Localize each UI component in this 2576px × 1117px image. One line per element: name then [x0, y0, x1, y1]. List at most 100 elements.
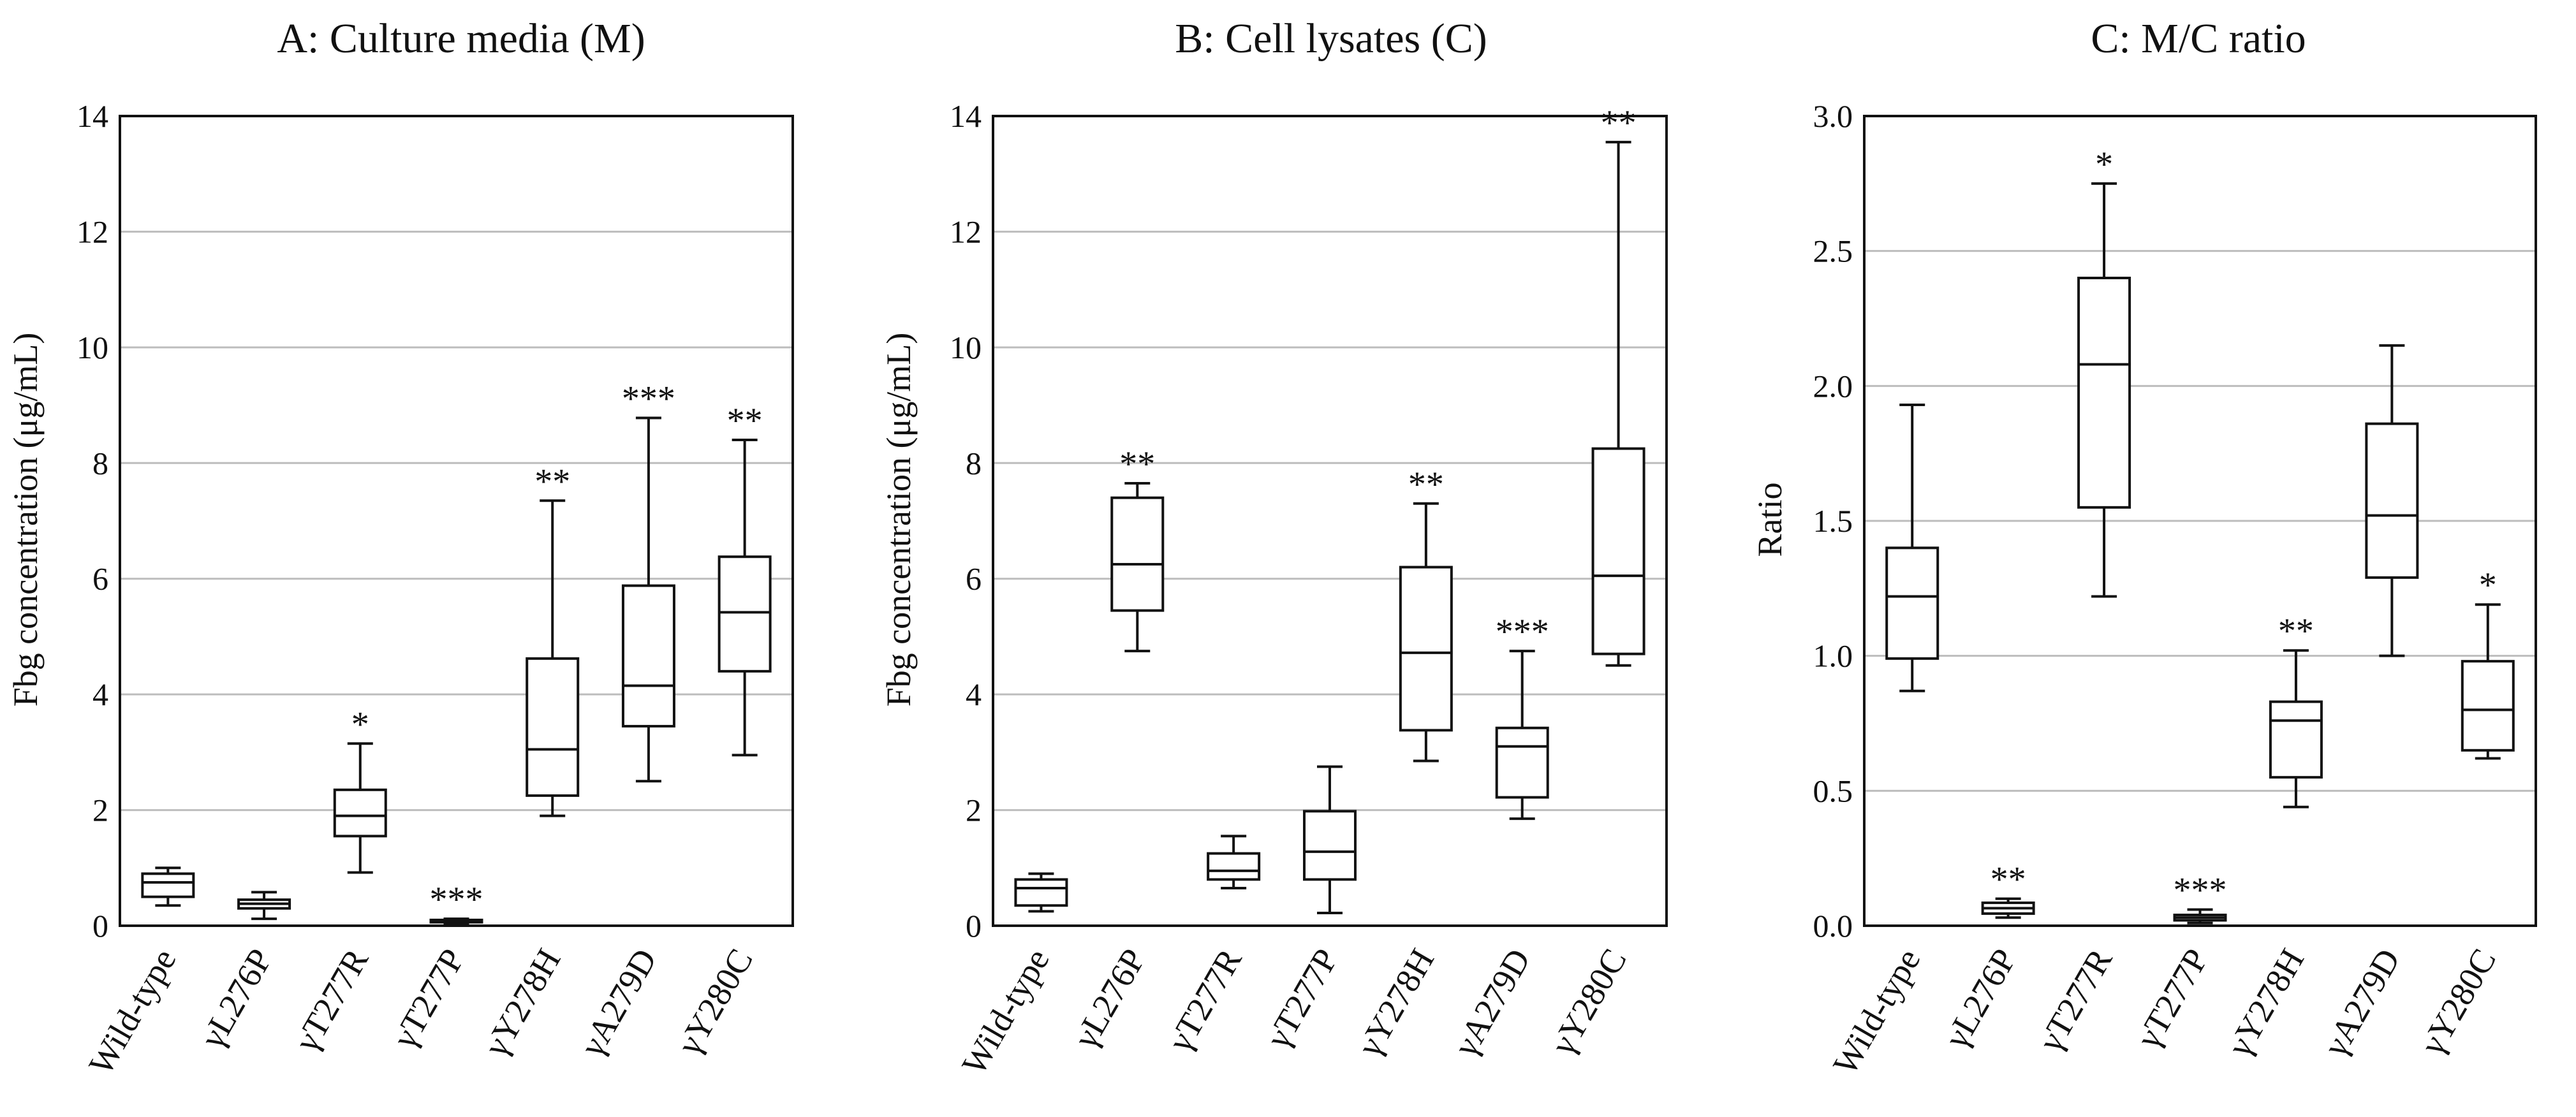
box-4: *** — [429, 880, 483, 925]
y-tick-label: 1.0 — [1813, 638, 1853, 674]
category-label: γA279D — [2316, 942, 2408, 1063]
box-4: *** — [2173, 871, 2227, 924]
category-label: γL276P — [1937, 942, 2024, 1055]
category-label: γT277P — [2128, 942, 2215, 1055]
y-tick-label: 1.5 — [1813, 503, 1853, 539]
y-tick-label: 6 — [92, 561, 108, 597]
panel-c-plot: 0.0 0.5 1.0 1.5 2.0 2.5 3.0 Wild-type ** γL276P * γ… — [1813, 98, 2537, 1081]
y-tick-label: 2 — [92, 792, 108, 828]
plot-frame — [1863, 115, 2537, 927]
category-label: γT277P — [1258, 942, 1345, 1055]
y-tick-label: 0 — [966, 908, 982, 944]
category-label: γT277P — [385, 942, 471, 1055]
panel-c: C: M/C ratio Ratio — [1751, 15, 2306, 557]
box-iqr — [333, 788, 387, 838]
significance-label: ** — [1408, 465, 1444, 504]
category-label: Wild-type — [1825, 942, 1927, 1081]
box-iqr — [526, 657, 580, 797]
panel-b-plot: 0 2 4 6 8 10 12 14 Wild-type ** γL276P γT277R γT277P… — [950, 98, 1668, 1081]
box-7: ** — [1591, 103, 1645, 667]
box-6: *** — [1495, 612, 1549, 821]
box-6 — [2365, 344, 2419, 657]
category-label: Wild-type — [954, 942, 1056, 1081]
category-label: γT277R — [287, 942, 376, 1058]
significance-label: ** — [727, 401, 763, 441]
box-iqr — [1303, 810, 1357, 881]
box-iqr — [1110, 496, 1165, 612]
box-iqr — [2269, 700, 2323, 779]
significance-label: ** — [1991, 860, 2026, 900]
y-tick-label: 0.0 — [1813, 908, 1853, 944]
box-iqr — [621, 584, 675, 728]
significance-label: * — [351, 705, 369, 744]
category-label: γY278H — [1350, 942, 1441, 1063]
panel-a-plot: 0 2 4 6 8 10 12 14 Wild-type γL276P * γT277R *** γT27… — [77, 98, 794, 1081]
y-tick-label: 14 — [77, 98, 108, 134]
category-label: γY278H — [2219, 942, 2311, 1063]
box-iqr — [1495, 726, 1549, 799]
significance-label: *** — [1496, 612, 1549, 652]
y-tick-label: 4 — [92, 676, 108, 712]
category-label: γY280C — [1543, 942, 1634, 1062]
box-7: ** — [718, 401, 772, 757]
y-tick-label: 12 — [77, 214, 108, 249]
box-iqr — [141, 872, 195, 898]
category-label: γA279D — [572, 942, 664, 1063]
box-2: ** — [1110, 444, 1165, 653]
box-5: ** — [526, 462, 580, 817]
panel-a-ylabel: Fbg concentration (μg/mL) — [6, 333, 45, 707]
significance-label: * — [2479, 566, 2497, 605]
significance-label: *** — [622, 379, 675, 419]
box-iqr — [2077, 277, 2131, 509]
box-iqr — [2365, 422, 2419, 579]
category-label: γY280C — [2413, 942, 2503, 1062]
significance-label: ** — [2278, 611, 2314, 651]
category-label: γL276P — [193, 942, 279, 1055]
significance-label: *** — [2174, 871, 2227, 910]
box-iqr — [1399, 566, 1453, 732]
category-label: γL276P — [1066, 942, 1152, 1055]
panel-b-ylabel: Fbg concentration (μg/mL) — [880, 333, 918, 707]
panel-b: B: Cell lysates (C) Fbg concentration (μ… — [880, 15, 1487, 706]
y-tick-label: 10 — [950, 330, 982, 365]
y-tick-label: 2.5 — [1813, 233, 1853, 269]
category-label: γY280C — [670, 942, 760, 1062]
y-tick-label: 2.0 — [1813, 368, 1853, 404]
box-4 — [1303, 765, 1357, 915]
plot-frame — [992, 115, 1668, 927]
category-label: γT277R — [1160, 942, 1249, 1058]
y-tick-label: 4 — [966, 676, 982, 712]
panel-a-title: A: Culture media (M) — [277, 15, 645, 62]
category-label: γT277R — [2031, 942, 2119, 1058]
panel-c-title: C: M/C ratio — [2091, 15, 2306, 62]
box-1 — [141, 866, 195, 907]
box-2: ** — [1981, 860, 2035, 919]
y-tick-label: 10 — [77, 330, 108, 365]
box-iqr — [1591, 447, 1645, 655]
panel-a: A: Culture media (M) Fbg concentration (… — [6, 15, 645, 706]
box-3: * — [2077, 145, 2131, 598]
box-5: ** — [1399, 465, 1453, 763]
y-tick-label: 3.0 — [1813, 98, 1853, 134]
box-5: ** — [2269, 611, 2323, 808]
significance-label: *** — [430, 880, 483, 919]
box-6: *** — [621, 379, 675, 783]
panel-c-ylabel: Ratio — [1751, 483, 1789, 557]
panel-b-title: B: Cell lysates (C) — [1175, 15, 1487, 62]
box-iqr — [1014, 878, 1068, 907]
y-tick-label: 8 — [966, 445, 982, 481]
box-7: * — [2461, 566, 2515, 760]
plot-frame — [119, 115, 794, 927]
box-1 — [1885, 403, 1939, 692]
significance-label: ** — [1601, 103, 1637, 143]
box-2 — [237, 891, 291, 921]
box-3: * — [333, 705, 387, 874]
y-tick-label: 12 — [950, 214, 982, 249]
box-iqr — [2461, 660, 2515, 752]
significance-label: * — [2095, 145, 2113, 184]
y-tick-label: 0 — [92, 908, 108, 944]
y-tick-label: 6 — [966, 561, 982, 597]
